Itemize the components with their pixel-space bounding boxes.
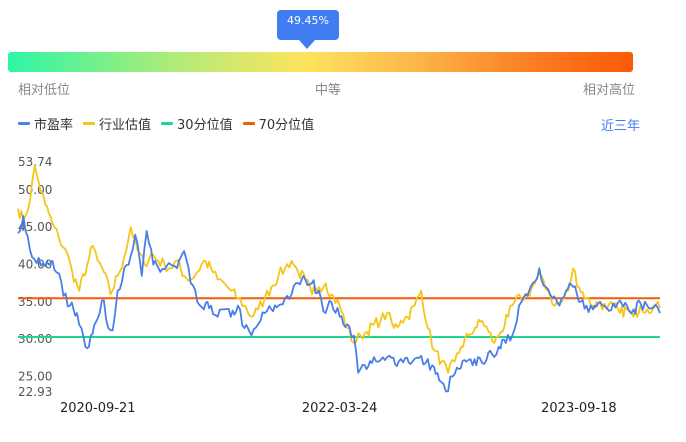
legend-label-p70: 70分位值 bbox=[258, 118, 315, 133]
legend-item-p30[interactable]: 30分位值 bbox=[161, 114, 233, 133]
legend-item-industry[interactable]: 行业估值 bbox=[83, 114, 151, 133]
y-tick-label: 45.00 bbox=[18, 220, 52, 234]
series-lines bbox=[17, 165, 661, 393]
gauge-mid-label: 中等 bbox=[315, 83, 342, 98]
industry-series-line bbox=[17, 165, 661, 374]
x-tick-label: 2022-03-24 bbox=[302, 401, 378, 416]
legend-swatch-industry bbox=[83, 122, 96, 125]
y-tick-label: 25.00 bbox=[18, 370, 52, 384]
pe-series-line bbox=[17, 215, 661, 393]
tooltip-pointer bbox=[299, 40, 315, 49]
y-tick-label: 50.00 bbox=[18, 183, 52, 197]
y-tick-label: 40.00 bbox=[18, 258, 52, 272]
y-tick-label: 30.00 bbox=[18, 332, 52, 346]
legend-swatch-p30 bbox=[161, 122, 174, 125]
legend-label-industry: 行业估值 bbox=[99, 118, 152, 133]
x-axis-ticks: 2020-09-21 2022-03-24 2023-09-18 bbox=[60, 401, 617, 416]
y-tick-label: 53.74 bbox=[18, 155, 52, 169]
chart-legend: 市盈率 行业估值 30分位值 70分位值 bbox=[18, 114, 324, 133]
percentile-tooltip: 49.45% bbox=[277, 10, 339, 40]
percentile-value: 49.45% bbox=[287, 14, 329, 27]
legend-swatch-pe bbox=[18, 122, 30, 125]
x-tick-label: 2023-09-18 bbox=[541, 401, 617, 416]
x-tick-label: 2020-09-21 bbox=[60, 401, 136, 416]
y-tick-label: 22.93 bbox=[18, 385, 52, 399]
period-selector[interactable]: 近三年 bbox=[600, 119, 640, 134]
y-tick-label: 35.00 bbox=[18, 295, 52, 309]
gauge-low-label: 相对低位 bbox=[18, 83, 71, 98]
legend-item-pe[interactable]: 市盈率 bbox=[18, 114, 73, 133]
gauge-high-label: 相对高位 bbox=[583, 83, 636, 98]
legend-label-p30: 30分位值 bbox=[177, 118, 233, 133]
legend-label-pe: 市盈率 bbox=[34, 118, 74, 133]
legend-item-p70[interactable]: 70分位值 bbox=[242, 114, 315, 133]
valuation-gauge-bar bbox=[8, 52, 633, 72]
legend-swatch-p70 bbox=[242, 122, 255, 125]
